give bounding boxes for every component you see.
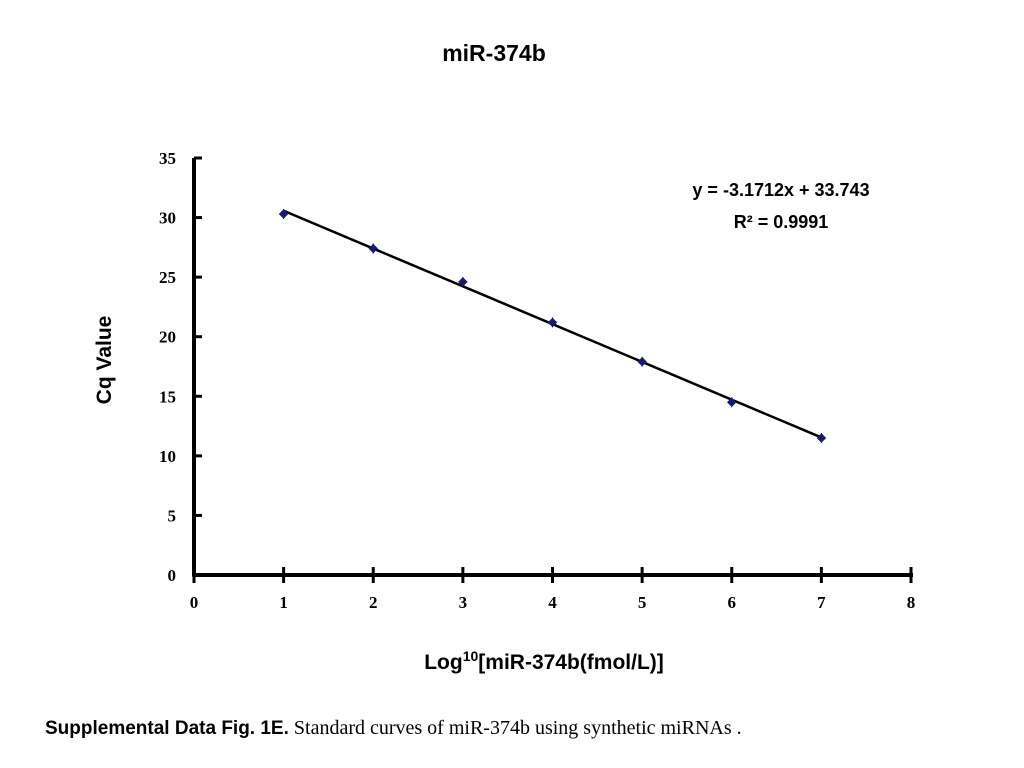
x-axis-label-base: Log bbox=[424, 651, 462, 674]
data-point-marker bbox=[458, 277, 468, 287]
y-axis-ticks: 0 5 10 15 20 25 30 35 bbox=[159, 149, 202, 585]
r-squared-label: R² = 0.9991 bbox=[734, 212, 829, 232]
y-tick-label: 35 bbox=[159, 149, 176, 168]
x-tick-label: 3 bbox=[459, 593, 468, 612]
x-tick-label: 6 bbox=[728, 593, 737, 612]
x-axis-label-superscript: 10 bbox=[463, 648, 479, 664]
y-tick-label: 10 bbox=[159, 447, 176, 466]
data-point-marker bbox=[278, 209, 289, 219]
data-point bbox=[458, 276, 468, 287]
data-point bbox=[637, 356, 647, 367]
y-tick-label: 5 bbox=[168, 506, 177, 525]
x-axis-ticks: 0 1 2 3 4 5 6 7 8 bbox=[190, 567, 916, 612]
y-tick-label: 25 bbox=[159, 268, 176, 287]
data-point bbox=[726, 397, 737, 408]
x-tick-label: 7 bbox=[817, 593, 826, 612]
figure-caption: Supplemental Data Fig. 1E. Standard curv… bbox=[45, 717, 742, 740]
chart-title: miR-374b bbox=[442, 40, 546, 66]
x-tick-label: 5 bbox=[638, 593, 647, 612]
x-tick-label: 2 bbox=[369, 593, 378, 612]
y-tick-label: 15 bbox=[159, 387, 176, 406]
caption-label: Supplemental Data Fig. 1E. bbox=[45, 718, 289, 739]
y-tick-label: 20 bbox=[159, 328, 176, 347]
x-axis-label: Log10[miR-374b(fmol/L)] bbox=[424, 648, 664, 674]
y-axis-label: Cq Value bbox=[93, 316, 116, 405]
data-point bbox=[368, 243, 379, 254]
y-tick-label: 0 bbox=[168, 566, 177, 585]
data-point-marker bbox=[637, 356, 647, 367]
caption-text: Standard curves of miR-374b using synthe… bbox=[288, 717, 742, 739]
data-points bbox=[278, 208, 827, 443]
data-point-marker bbox=[547, 317, 558, 328]
x-tick-label: 4 bbox=[548, 593, 557, 612]
equation-label: y = -3.1712x + 33.743 bbox=[692, 180, 869, 200]
data-point bbox=[816, 432, 827, 443]
x-tick-label: 1 bbox=[279, 593, 288, 612]
data-point bbox=[278, 208, 289, 219]
data-point bbox=[547, 317, 558, 328]
chart: miR-374b 0 5 10 15 20 25 30 35 0 1 2 3 4 5 6 7 8 y = -3… bbox=[93, 40, 916, 674]
x-tick-label: 0 bbox=[190, 593, 199, 612]
x-tick-label: 8 bbox=[907, 593, 916, 612]
y-tick-label: 30 bbox=[159, 209, 176, 228]
data-point-marker bbox=[726, 397, 737, 408]
x-axis-label-rest: [miR-374b(fmol/L)] bbox=[478, 651, 664, 674]
data-point-marker bbox=[816, 433, 827, 443]
data-point-marker bbox=[368, 243, 379, 254]
